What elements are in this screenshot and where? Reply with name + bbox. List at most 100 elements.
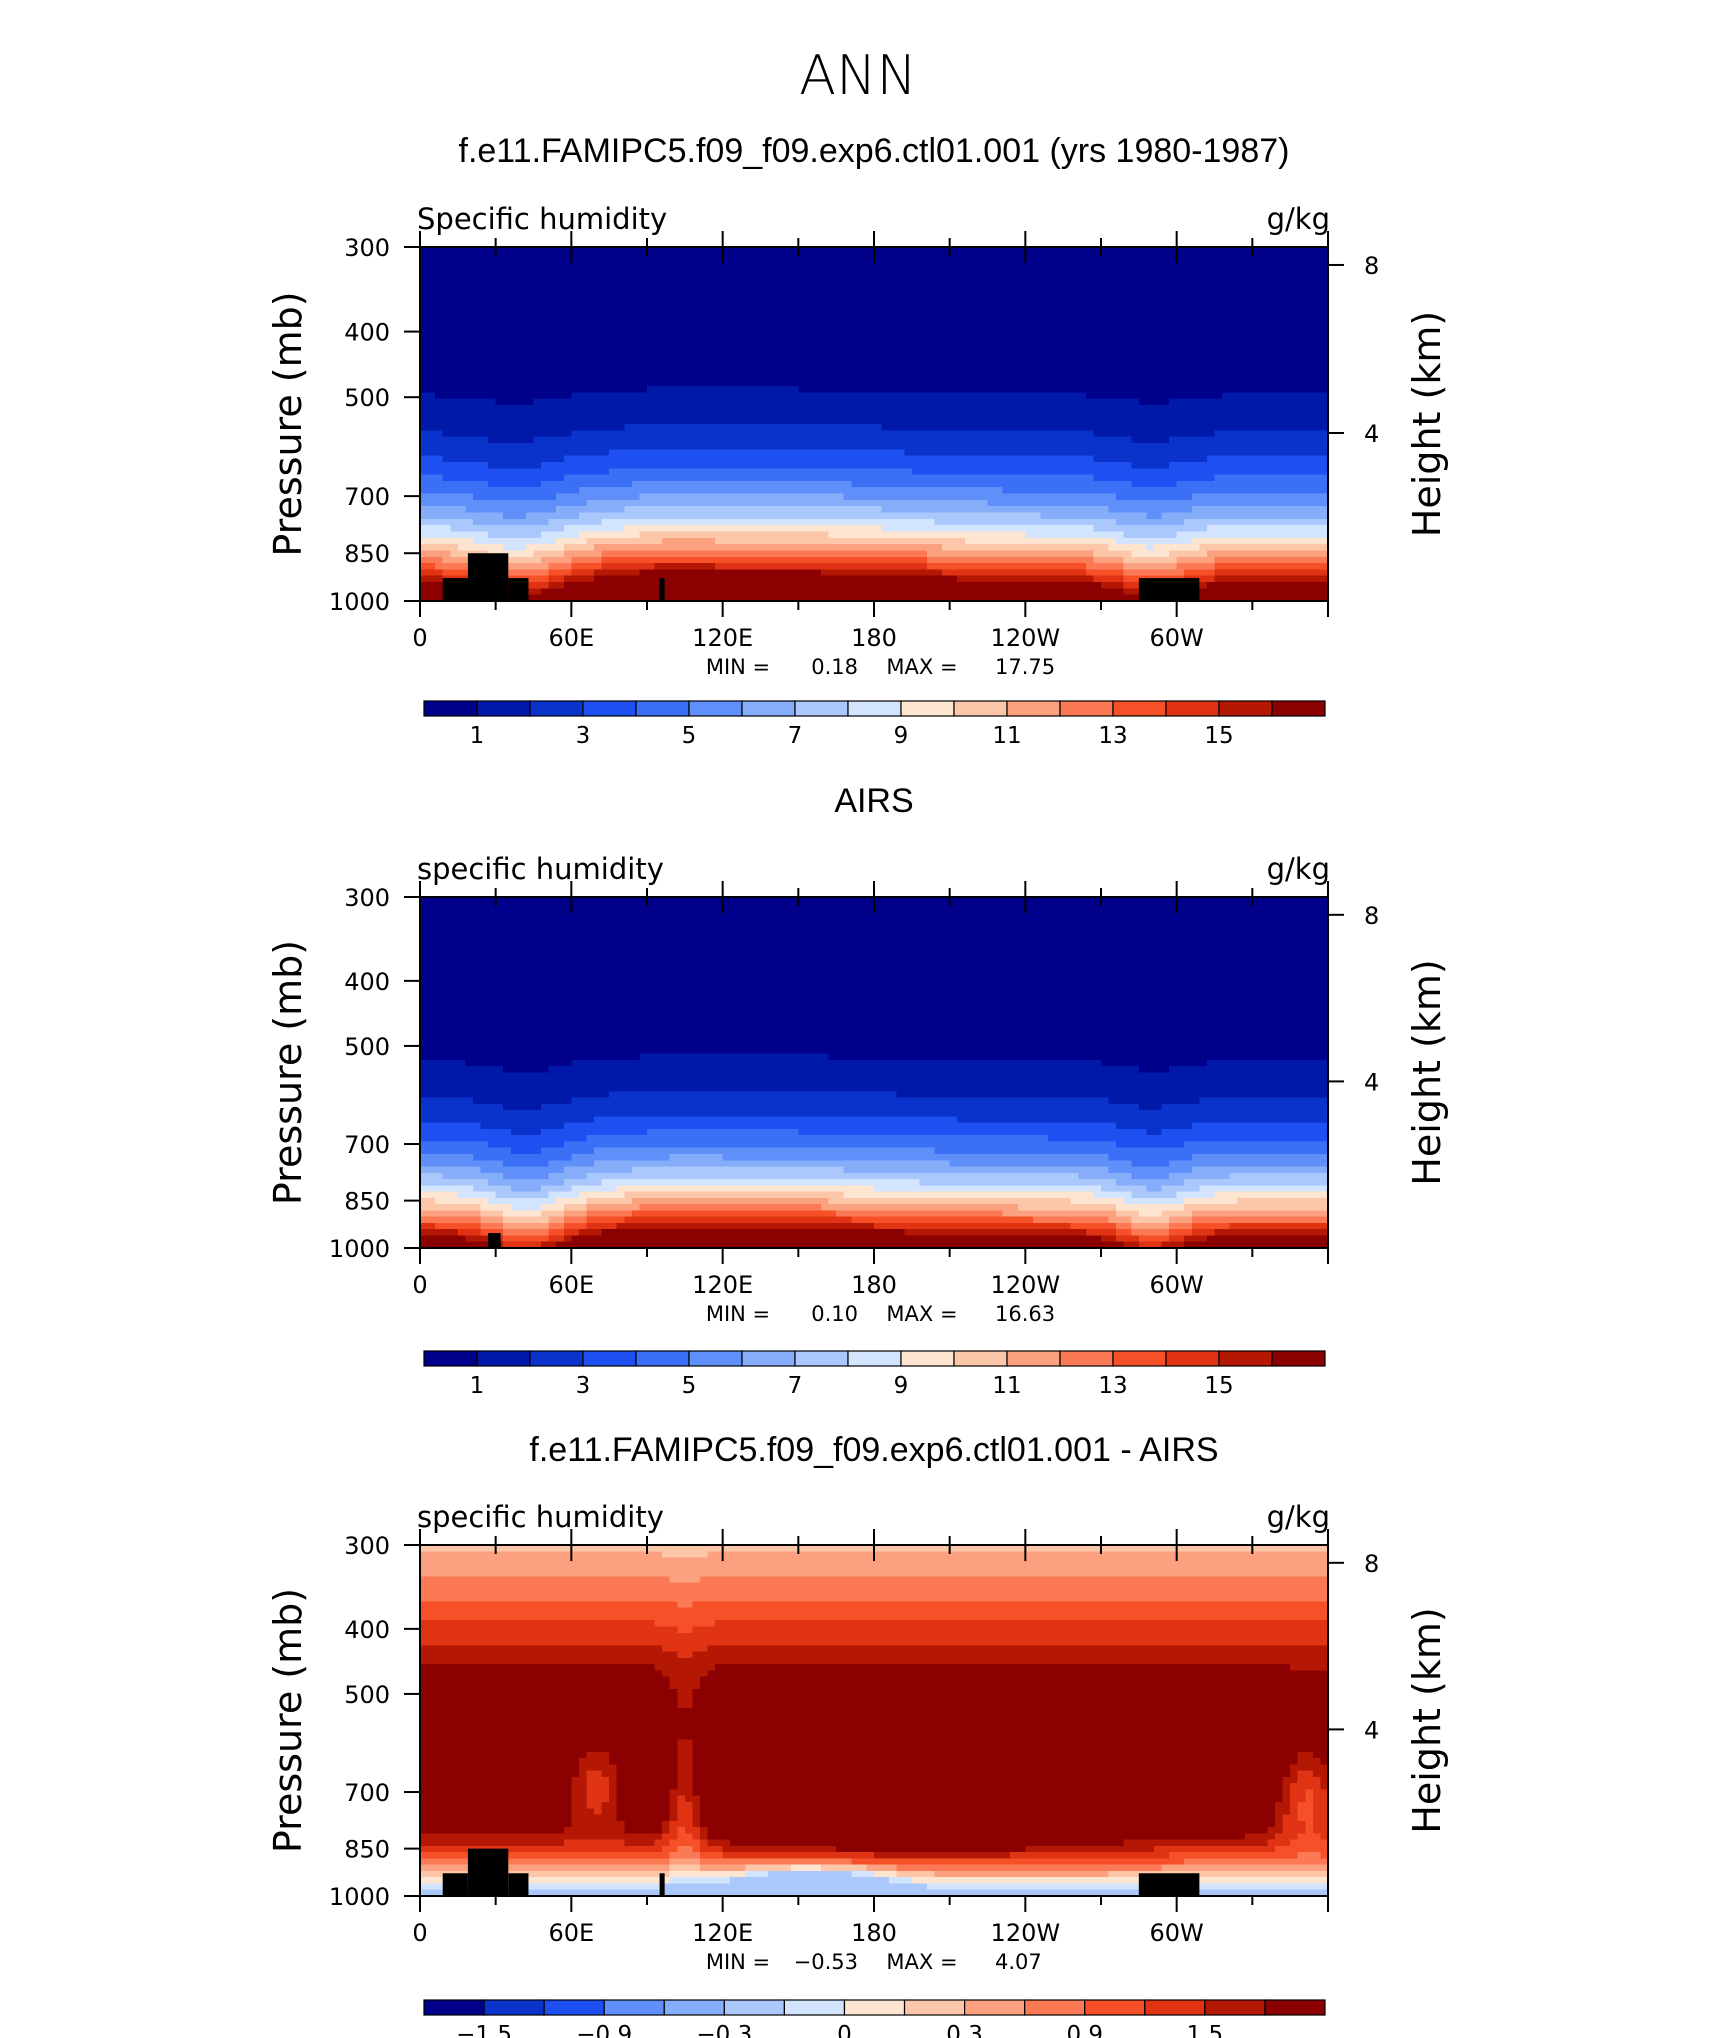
contour-cell <box>752 525 762 533</box>
contour-cell <box>843 367 852 375</box>
contour-cell <box>926 430 936 438</box>
contour-cell <box>836 322 845 330</box>
contour-cell <box>556 582 565 589</box>
contour-cell <box>684 563 693 570</box>
contour-cell <box>911 455 920 463</box>
contour-cell <box>442 329 451 337</box>
contour-cell <box>1085 379 1095 387</box>
contour-cell <box>669 291 678 299</box>
contour-cell <box>480 506 489 514</box>
contour-cell <box>601 575 610 583</box>
contour-cell <box>790 341 799 349</box>
contour-cell <box>488 335 497 343</box>
contour-cell <box>949 322 958 330</box>
contour-cell <box>979 272 989 280</box>
contour-cell <box>942 310 951 318</box>
contour-cell <box>949 386 958 393</box>
contour-cell <box>874 316 883 324</box>
contour-cell <box>578 354 588 362</box>
contour-cell <box>964 379 973 387</box>
contour-cell <box>957 493 966 501</box>
contour-cell <box>745 341 754 349</box>
contour-cell <box>911 398 920 406</box>
contour-cell <box>775 291 784 299</box>
contour-cell <box>1055 487 1064 495</box>
contour-cell <box>866 442 875 450</box>
contour-cell <box>1063 512 1072 520</box>
contour-cell <box>495 303 504 311</box>
contour-cell <box>768 417 777 425</box>
contour-cell <box>995 594 1004 602</box>
contour-cell <box>631 284 641 292</box>
contour-cell <box>979 265 989 273</box>
contour-cell <box>427 461 436 469</box>
contour-cell <box>488 424 497 431</box>
contour-cell <box>919 506 928 514</box>
contour-cell <box>874 537 883 545</box>
contour-cell <box>654 392 663 400</box>
contour-cell <box>790 544 799 552</box>
contour-cell <box>896 259 905 267</box>
contour-cell <box>1017 316 1026 324</box>
contour-cell <box>911 310 920 318</box>
contour-cell <box>586 398 595 406</box>
contour-cell <box>821 247 830 254</box>
contour-cell <box>541 544 550 552</box>
contour-cell <box>1078 594 1087 602</box>
contour-cell <box>563 247 572 254</box>
contour-cell <box>942 379 951 387</box>
contour-cell <box>495 316 504 324</box>
contour-cell <box>881 278 890 286</box>
contour-cell <box>677 278 686 286</box>
contour-cell <box>1048 335 1057 343</box>
contour-cell <box>457 379 466 387</box>
contour-cell <box>866 272 875 280</box>
contour-cell <box>722 525 731 533</box>
contour-cell <box>1078 537 1087 545</box>
contour-cell <box>435 588 444 596</box>
contour-cell <box>503 468 512 476</box>
contour-cell <box>442 297 451 305</box>
contour-cell <box>662 316 671 324</box>
contour-cell <box>488 247 497 254</box>
contour-cell <box>1017 594 1026 602</box>
contour-cell <box>699 424 709 431</box>
contour-cell <box>427 322 436 330</box>
contour-cell <box>662 436 671 444</box>
contour-cell <box>904 461 913 469</box>
contour-cell <box>942 556 951 564</box>
contour-cell <box>828 367 837 375</box>
contour-cell <box>798 379 807 387</box>
contour-cell <box>594 405 603 412</box>
contour-cell <box>957 474 966 482</box>
contour-cell <box>995 278 1004 286</box>
contour-cell <box>435 253 444 261</box>
contour-cell <box>578 367 588 375</box>
contour-cell <box>775 506 784 514</box>
contour-cell <box>594 386 603 393</box>
contour-cell <box>556 411 565 419</box>
contour-cell <box>480 253 489 261</box>
contour-cell <box>1002 335 1011 343</box>
contour-cell <box>427 537 436 545</box>
contour-cell <box>942 531 951 539</box>
contour-cell <box>488 449 497 457</box>
contour-cell <box>874 544 883 552</box>
contour-cell <box>420 316 429 324</box>
contour-cell <box>457 247 466 254</box>
contour-cell <box>972 341 981 349</box>
contour-cell <box>677 424 686 431</box>
contour-cell <box>480 449 489 457</box>
contour-cell <box>874 518 883 526</box>
contour-cell <box>858 442 868 450</box>
contour-cell <box>979 329 989 337</box>
contour-cell <box>556 461 565 469</box>
contour-cell <box>457 430 466 438</box>
contour-cell <box>647 310 656 318</box>
contour-cell <box>480 525 489 533</box>
contour-cell <box>995 316 1004 324</box>
contour-cell <box>699 411 709 419</box>
contour-cell <box>510 392 519 400</box>
contour-cell <box>442 335 451 343</box>
contour-cell <box>752 405 762 412</box>
